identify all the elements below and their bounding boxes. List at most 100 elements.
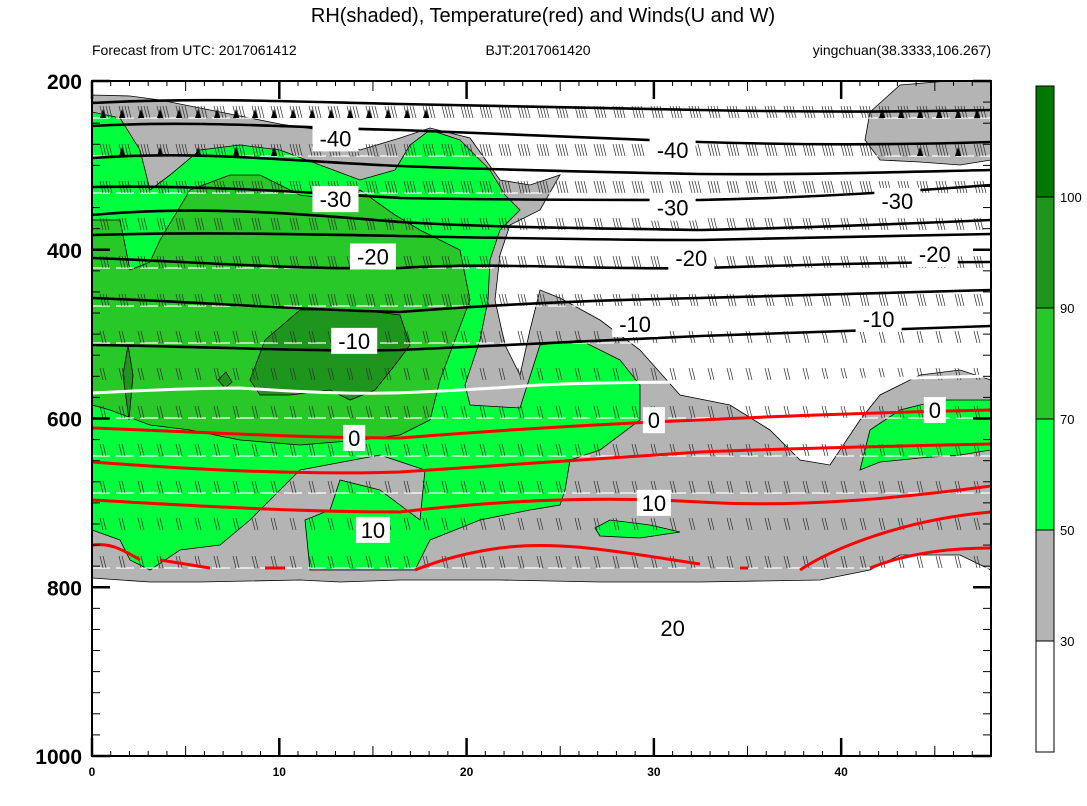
wind-barb — [251, 405, 259, 419]
wind-barb — [194, 330, 202, 344]
wind-barb — [802, 517, 810, 531]
wind-barb — [365, 293, 376, 307]
wind-barb — [441, 180, 455, 194]
wind-barb — [308, 330, 316, 344]
wind-barb — [270, 143, 284, 157]
wind-barb — [270, 217, 281, 231]
temperature-label: -10 — [855, 305, 902, 332]
x-tick-label: 0 — [89, 765, 96, 779]
wind-barb — [270, 367, 278, 381]
wind-barb — [726, 405, 734, 419]
wind-barb — [460, 180, 474, 194]
wind-barb — [441, 517, 449, 531]
wind-barb — [232, 405, 240, 419]
wind-barb — [403, 217, 414, 231]
wind-barb — [118, 480, 126, 494]
wind-barb — [935, 555, 943, 569]
wind-barb — [156, 405, 164, 419]
wind-barb — [422, 443, 430, 457]
temperature-label: -20 — [668, 245, 715, 272]
wind-barb — [840, 143, 854, 157]
wind-barb — [631, 555, 639, 569]
wind-barb — [232, 443, 240, 457]
contour-minus-15 — [92, 256, 991, 270]
wind-barb — [954, 143, 968, 157]
wind-barb — [631, 180, 645, 194]
wind-barb — [251, 443, 259, 457]
wind-barb — [707, 330, 715, 344]
subtitle-right: yingchuan(38.3333,106.267) — [813, 42, 991, 58]
wind-barb — [726, 180, 740, 194]
wind-barb — [251, 105, 265, 119]
wind-barb — [688, 517, 696, 531]
wind-barb — [973, 405, 981, 419]
wind-barb — [479, 180, 493, 194]
wind-barb — [308, 555, 316, 569]
wind-barb — [156, 330, 164, 344]
wind-barb — [308, 217, 319, 231]
wind-barb — [422, 105, 436, 119]
wind-barb — [403, 255, 414, 269]
wind-barb — [688, 367, 696, 381]
wind-barb — [935, 217, 946, 231]
wind-barb — [498, 105, 512, 119]
wind-barb — [935, 330, 943, 344]
temperature-label-text: -10 — [338, 329, 370, 354]
wind-barb — [783, 143, 797, 157]
wind-barb — [156, 105, 170, 119]
wind-barb — [536, 180, 550, 194]
wind-barb — [916, 480, 924, 494]
wind-barb — [859, 330, 867, 344]
wind-barb — [327, 255, 338, 269]
wind-barb — [517, 143, 531, 157]
wind-barb — [460, 405, 468, 419]
wind-barb — [99, 555, 107, 569]
wind-barb — [707, 517, 715, 531]
contour-minus-25 — [92, 209, 991, 232]
temperature-label: 10 — [355, 516, 390, 543]
contour-minus-5 — [92, 324, 991, 352]
wind-barb — [536, 480, 544, 494]
temperature-label-text: 0 — [348, 426, 360, 451]
wind-barb — [194, 217, 205, 231]
wind-barb — [232, 480, 240, 494]
wind-barb — [479, 443, 487, 457]
wind-barb — [460, 105, 474, 119]
wind-barb — [612, 480, 620, 494]
contour-minus-10 — [92, 288, 991, 314]
wind-barb — [327, 555, 335, 569]
wind-barb — [232, 180, 246, 194]
wind-barb — [156, 367, 164, 381]
wind-barb — [137, 255, 148, 269]
wind-barb — [764, 517, 772, 531]
wind-barb — [137, 105, 151, 119]
wind-barb — [726, 555, 734, 569]
wind-barb — [707, 367, 715, 381]
wind-barb — [593, 480, 601, 494]
wind-barb — [726, 517, 734, 531]
wind-barb — [536, 555, 544, 569]
wind-barb — [555, 293, 566, 307]
temperature-labels: -40 -40 -30 -30 -30 -20 -20 -20 -10 -10 -10 0 0 0 10 10… — [312, 125, 958, 641]
temperature-label-text: -40 — [320, 126, 352, 151]
wind-barb — [593, 443, 601, 457]
wind-barb — [707, 217, 718, 231]
wind-barb — [593, 405, 601, 419]
temperature-contours-black — [92, 98, 991, 352]
wind-barb — [536, 405, 544, 419]
wind-barb — [498, 443, 506, 457]
colorbar-label: 90 — [1060, 301, 1074, 316]
wind-barb — [954, 555, 962, 569]
wind-barb — [517, 405, 525, 419]
wind-barb — [346, 480, 354, 494]
wind-barb — [479, 293, 490, 307]
wind-barb — [612, 555, 620, 569]
wind-barb — [175, 405, 183, 419]
wind-barb — [593, 367, 601, 381]
wind-barb — [935, 293, 946, 307]
wind-barb — [840, 517, 848, 531]
wind-barb — [764, 367, 772, 381]
wind-barb — [935, 143, 949, 157]
wind-barb — [783, 480, 791, 494]
wind-barb — [384, 367, 392, 381]
